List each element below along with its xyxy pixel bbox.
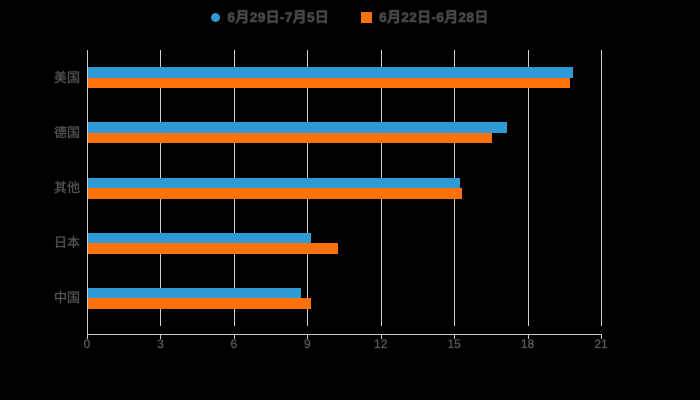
tick-mark-3: [160, 334, 162, 339]
bar-series0-cat3[interactable]: [88, 232, 311, 244]
bar-series0-cat4[interactable]: [88, 287, 301, 299]
bar-series1-cat4[interactable]: [88, 298, 311, 309]
tick-mark-0: [87, 334, 88, 339]
legend-item-week1[interactable]: 6月22日-6月28日: [361, 7, 489, 27]
x-axis-line: [87, 334, 602, 335]
tick-mark-15: [454, 334, 456, 339]
tick-mark-18: [527, 334, 529, 339]
gridline-x-21: [601, 50, 602, 326]
tick-label-15: 15: [447, 337, 461, 351]
tick-mark-9: [307, 334, 309, 339]
category-label-4: 中国: [53, 290, 80, 306]
tick-mark-21: [601, 334, 602, 339]
bar-series0-cat2[interactable]: [88, 177, 461, 188]
tick-mark-12: [380, 334, 382, 339]
tick-label-0: 0: [83, 337, 91, 351]
bar-series1-cat0[interactable]: [88, 77, 571, 89]
tick-label-9: 9: [303, 337, 311, 351]
legend-item-week2[interactable]: 6月29日-7月5日: [211, 7, 329, 27]
category-label-3: 日本: [53, 235, 80, 251]
category-label-1: 德国: [53, 124, 80, 140]
y-axis-line: [87, 50, 88, 335]
legend-marker-circle-icon: [211, 12, 221, 22]
bar-series1-cat1[interactable]: [88, 132, 492, 144]
bar-series0-cat0[interactable]: [88, 67, 573, 78]
bar-series0-cat1[interactable]: [88, 122, 507, 133]
tick-label-18: 18: [520, 337, 535, 351]
bar-series1-cat2[interactable]: [88, 188, 463, 199]
tick-label-21: 21: [594, 337, 608, 351]
legend-marker-square-icon: [361, 11, 372, 23]
plot-area: [87, 50, 602, 326]
tick-mark-6: [233, 334, 235, 339]
legend-label-week1: 6月22日-6月28日: [379, 9, 489, 25]
gridline-x-18: [527, 50, 529, 326]
tick-label-3: 3: [157, 337, 164, 351]
bar-series1-cat3[interactable]: [88, 243, 338, 254]
chart-legend: 6月29日-7月5日 6月22日-6月28日: [0, 5, 700, 29]
category-label-0: 美国: [53, 69, 80, 85]
category-label-2: 其他: [53, 180, 80, 195]
tick-label-6: 6: [230, 337, 238, 351]
tick-label-12: 12: [374, 337, 388, 351]
legend-label-week2: 6月29日-7月5日: [227, 9, 329, 25]
